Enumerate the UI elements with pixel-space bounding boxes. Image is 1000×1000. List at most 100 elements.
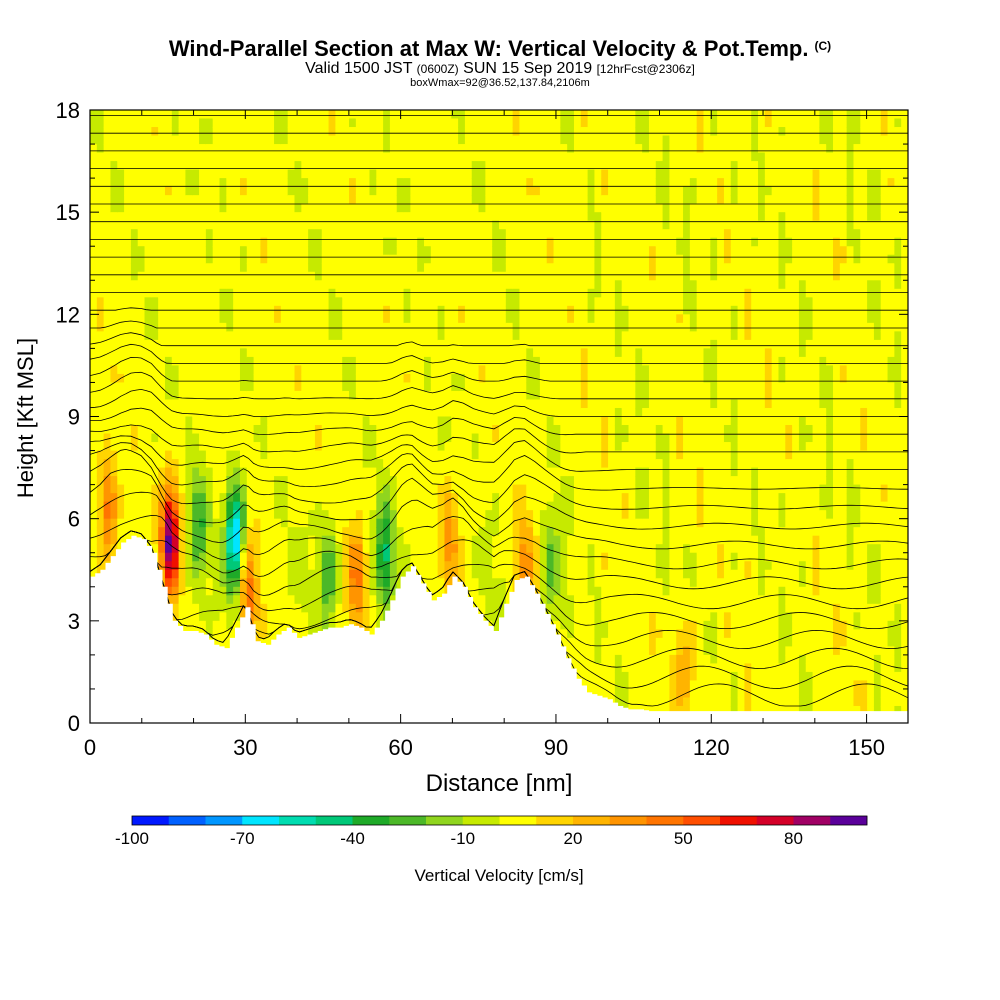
w-cell: [110, 220, 118, 230]
w-cell: [308, 110, 316, 120]
w-cell: [90, 399, 98, 409]
w-cell: [192, 356, 200, 367]
w-cell: [178, 152, 187, 162]
w-cell: [246, 493, 255, 503]
w-cell: [471, 450, 480, 460]
w-cell: [512, 195, 521, 205]
w-cell: [192, 118, 200, 128]
w-cell: [280, 527, 289, 537]
w-cell: [499, 297, 507, 307]
w-cell: [471, 314, 480, 324]
w-cell: [342, 450, 350, 460]
w-cell: [246, 595, 255, 605]
w-cell: [389, 169, 398, 179]
w-cell: [362, 425, 371, 435]
w-cell: [376, 280, 384, 290]
w-cell: [253, 246, 262, 256]
w-cell: [321, 552, 330, 562]
w-cell: [226, 152, 234, 162]
w-cell: [478, 493, 486, 503]
w-cell: [546, 229, 555, 239]
w-cell: [253, 271, 262, 281]
w-cell: [164, 195, 173, 205]
w-cell: [424, 135, 432, 145]
w-cell: [90, 569, 98, 579]
w-cell: [533, 237, 541, 247]
w-cell: [512, 552, 521, 562]
w-cell: [342, 459, 350, 469]
w-cell: [430, 459, 439, 469]
w-cell: [137, 297, 146, 307]
w-cell: [342, 314, 350, 324]
w-cell: [308, 561, 316, 571]
w-cell: [212, 425, 221, 435]
w-cell: [389, 467, 398, 477]
w-cell: [383, 390, 391, 401]
w-cell: [301, 331, 309, 341]
w-cell: [267, 110, 275, 120]
w-cell: [383, 118, 391, 128]
w-cell: [314, 527, 323, 537]
w-cell: [171, 433, 180, 443]
w-cell: [178, 186, 187, 196]
w-cell: [471, 195, 480, 205]
w-cell: [185, 237, 193, 247]
w-cell: [417, 450, 425, 460]
w-cell: [464, 220, 473, 230]
w-cell: [274, 254, 282, 264]
w-cell: [274, 271, 282, 281]
w-cell: [451, 246, 459, 256]
w-cell: [308, 229, 316, 239]
w-cell: [294, 322, 302, 332]
w-cell: [437, 442, 446, 452]
w-cell: [280, 339, 289, 349]
w-cell: [335, 110, 343, 120]
w-cell: [90, 450, 98, 460]
w-cell: [485, 382, 493, 392]
w-cell: [328, 416, 336, 426]
w-cell: [246, 476, 255, 486]
w-cell: [239, 229, 248, 239]
w-cell: [164, 220, 173, 230]
w-cell: [410, 476, 418, 486]
w-cell: [205, 544, 214, 554]
w-cell: [226, 518, 234, 528]
w-cell: [130, 356, 139, 367]
w-cell: [164, 501, 173, 511]
w-cell: [308, 331, 316, 341]
w-cell: [519, 382, 527, 392]
w-cell: [376, 356, 384, 367]
w-cell: [124, 178, 132, 188]
w-cell: [349, 467, 357, 477]
w-cell: [280, 237, 289, 247]
w-cell: [464, 110, 473, 120]
w-cell: [546, 416, 555, 426]
w-cell: [383, 407, 391, 418]
w-cell: [376, 169, 384, 179]
w-cell: [546, 365, 555, 375]
w-cell: [526, 518, 534, 528]
w-cell: [335, 569, 343, 579]
w-cell: [499, 399, 507, 409]
w-cell: [389, 220, 398, 230]
w-cell: [335, 399, 343, 409]
w-cell: [376, 237, 384, 247]
w-cell: [164, 365, 173, 375]
w-cell: [533, 127, 541, 137]
w-cell: [96, 135, 105, 145]
w-cell: [335, 152, 343, 162]
w-cell: [253, 135, 262, 145]
w-cell: [185, 178, 193, 188]
w-cell: [362, 161, 371, 171]
w-cell: [349, 407, 357, 418]
w-cell: [253, 356, 262, 367]
w-cell: [124, 186, 132, 196]
w-cell: [342, 331, 350, 341]
w-cell: [137, 348, 146, 358]
w-cell: [451, 135, 459, 145]
w-cell: [253, 569, 262, 579]
w-cell: [90, 407, 98, 418]
w-cell: [205, 322, 214, 332]
w-cell: [430, 561, 439, 571]
w-cell: [219, 390, 227, 401]
